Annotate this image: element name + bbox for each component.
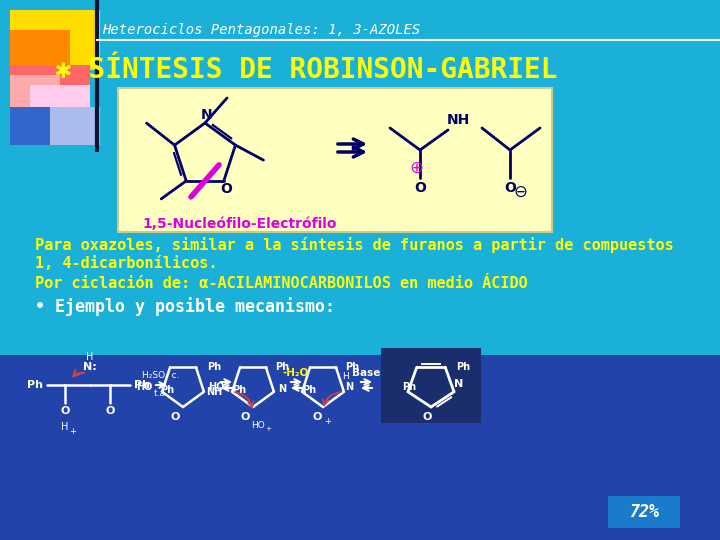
Text: 1,5-Nucleófilo-Electrófilo: 1,5-Nucleófilo-Electrófilo — [143, 217, 337, 231]
Text: N: N — [454, 379, 464, 389]
Text: N:: N: — [83, 362, 97, 372]
Text: O: O — [312, 412, 322, 422]
FancyBboxPatch shape — [118, 88, 552, 232]
Text: Ph: Ph — [456, 362, 470, 372]
Text: ⊕: ⊕ — [409, 159, 423, 177]
Text: Base: Base — [352, 368, 380, 378]
Text: Ph: Ph — [207, 362, 221, 372]
Text: NH: NH — [446, 113, 469, 127]
Text: O: O — [171, 412, 180, 422]
Bar — [30, 85, 90, 120]
Text: O: O — [414, 181, 426, 195]
Text: H: H — [343, 372, 349, 381]
Text: -H₂O: -H₂O — [283, 368, 309, 378]
Text: +: + — [325, 416, 331, 426]
Text: +: + — [265, 426, 271, 432]
Text: Ph: Ph — [402, 382, 416, 392]
Text: H₂SO₄ c.: H₂SO₄ c. — [143, 370, 180, 380]
Text: 1, 4-dicarbonílicos.: 1, 4-dicarbonílicos. — [35, 256, 217, 272]
Text: ⊖: ⊖ — [513, 183, 527, 201]
Text: Por ciclación de: α-ACILAMINOCARBONILOS en medio ÁCIDO: Por ciclación de: α-ACILAMINOCARBONILOS … — [35, 275, 528, 291]
Text: O: O — [220, 182, 232, 196]
Text: Ph: Ph — [345, 362, 359, 372]
Bar — [381, 348, 481, 423]
Text: HO: HO — [136, 382, 152, 392]
Text: N: N — [201, 108, 213, 122]
Text: N: N — [345, 382, 353, 392]
Text: Ph: Ph — [302, 385, 316, 395]
Bar — [10, 65, 90, 120]
Text: Para oxazoles, similar a la síntesis de furanos a partir de compuestos: Para oxazoles, similar a la síntesis de … — [35, 237, 674, 253]
Text: t.a.: t.a. — [153, 388, 168, 397]
Bar — [10, 75, 60, 120]
Text: 72%: 72% — [629, 503, 659, 521]
Text: • Ejemplo y posible mecanismo:: • Ejemplo y posible mecanismo: — [35, 298, 335, 316]
Text: Heterociclos Pentagonales: 1, 3-AZOLES: Heterociclos Pentagonales: 1, 3-AZOLES — [102, 23, 420, 37]
Bar — [0, 355, 720, 540]
Text: O: O — [240, 412, 250, 422]
Bar — [50, 107, 100, 145]
Text: Ph: Ph — [275, 362, 289, 372]
Text: H: H — [61, 422, 68, 432]
Text: H: H — [86, 352, 94, 362]
Text: +: + — [70, 427, 76, 435]
Text: O: O — [105, 406, 114, 416]
Text: O: O — [504, 181, 516, 195]
Text: Ph: Ph — [232, 385, 246, 395]
Text: HO: HO — [208, 382, 224, 392]
Bar — [608, 496, 680, 528]
Text: ✱ SÍNTESIS DE ROBINSON-GABRIEL: ✱ SÍNTESIS DE ROBINSON-GABRIEL — [55, 56, 557, 84]
Bar — [10, 10, 100, 70]
Text: O: O — [60, 406, 70, 416]
Text: NH: NH — [206, 387, 222, 397]
Text: N: N — [278, 384, 286, 394]
Text: Ph: Ph — [160, 385, 174, 395]
Text: Ph: Ph — [27, 380, 43, 390]
Text: O: O — [423, 412, 432, 422]
Bar — [10, 30, 70, 80]
Bar — [10, 107, 90, 145]
Text: HO: HO — [251, 421, 265, 429]
Text: Ph: Ph — [134, 380, 150, 390]
